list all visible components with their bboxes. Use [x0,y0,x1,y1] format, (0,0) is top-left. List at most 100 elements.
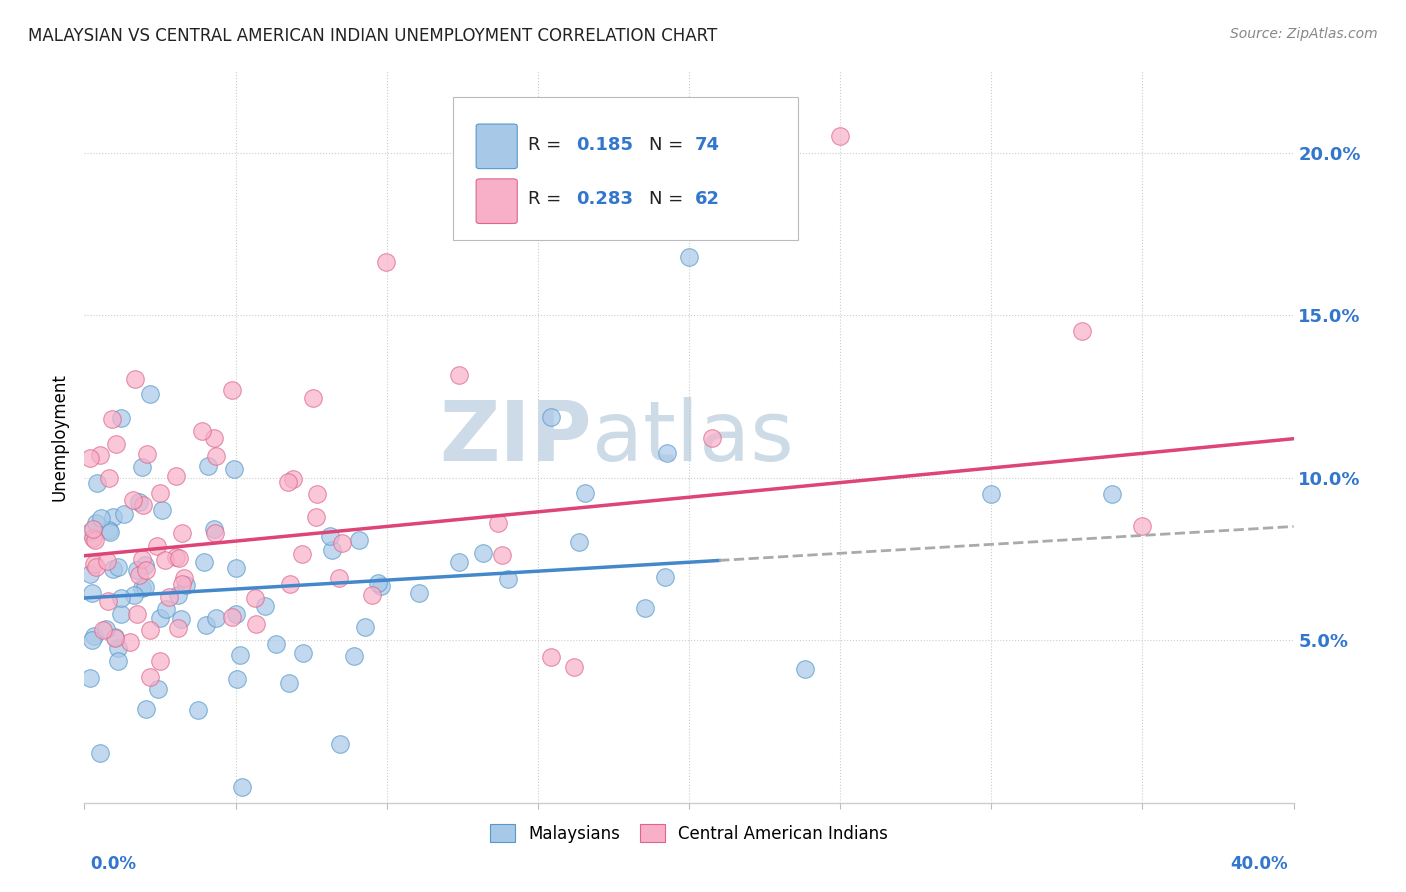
Text: atlas: atlas [592,397,794,477]
Point [134,558,156,572]
Point [447,368,470,382]
Point [84,516,107,530]
Point [91,623,114,637]
Point [634,601,657,615]
Point [79,524,101,539]
Point [134,580,156,594]
Point [486,516,509,531]
Point [370,579,392,593]
Point [231,780,253,794]
Point [98,525,121,540]
Point [135,702,157,716]
FancyBboxPatch shape [453,97,797,240]
Point [568,535,591,549]
Point [1130,519,1153,533]
Text: R =: R = [529,136,567,153]
Text: 0.185: 0.185 [576,136,634,153]
Point [167,588,190,602]
Point [191,424,214,438]
Text: ZIP: ZIP [440,397,592,477]
Point [222,462,245,476]
Point [277,475,299,489]
Point [167,621,190,635]
Point [225,561,247,575]
Point [101,562,124,576]
Point [328,572,350,586]
Point [165,469,187,483]
Point [122,588,145,602]
Point [146,681,169,696]
Point [105,437,128,451]
Point [170,525,193,540]
Point [226,672,249,686]
Point [496,572,519,586]
Point [700,431,723,445]
Point [159,590,181,604]
Point [204,522,226,536]
Point [79,671,101,685]
Point [98,523,121,537]
Point [149,486,172,500]
Point [127,607,149,621]
Point [104,631,127,645]
Point [90,511,112,525]
Point [794,662,817,676]
Point [170,612,193,626]
Point [94,622,117,636]
Point [155,553,177,567]
Point [86,476,108,491]
Point [83,557,105,571]
Point [150,502,173,516]
Point [107,559,129,574]
Point [574,485,596,500]
Point [291,547,314,561]
Legend: Malaysians, Central American Indians: Malaysians, Central American Indians [484,818,894,849]
Point [354,620,377,634]
Point [104,630,127,644]
Point [562,660,585,674]
Point [82,522,104,536]
Point [79,451,101,466]
Point [197,458,219,473]
Point [1101,487,1123,501]
Point [89,449,111,463]
Point [128,568,150,582]
Point [193,555,215,569]
Point [830,129,852,144]
Point [89,746,111,760]
Point [343,648,366,663]
Point [98,471,121,485]
Text: 0.0%: 0.0% [90,855,136,872]
Point [278,676,301,690]
Point [110,410,132,425]
Point [361,588,384,602]
Point [253,599,276,614]
Point [540,650,562,665]
Point [135,563,157,577]
Point [321,543,343,558]
Point [472,546,495,560]
Point [195,618,218,632]
Point [304,509,326,524]
Point [83,629,105,643]
Point [167,551,190,566]
Point [221,383,243,397]
FancyBboxPatch shape [477,179,517,224]
Point [347,533,370,547]
Text: 40.0%: 40.0% [1230,855,1288,872]
Point [278,576,301,591]
Point [264,637,287,651]
Point [131,581,153,595]
Point [172,577,194,591]
Point [202,431,225,445]
Point [447,555,470,569]
Point [283,472,305,486]
Point [655,446,678,460]
Point [149,654,172,668]
Point [80,585,103,599]
FancyBboxPatch shape [477,124,517,169]
Point [165,549,187,564]
Point [96,554,118,568]
Point [124,372,146,386]
Point [125,563,148,577]
